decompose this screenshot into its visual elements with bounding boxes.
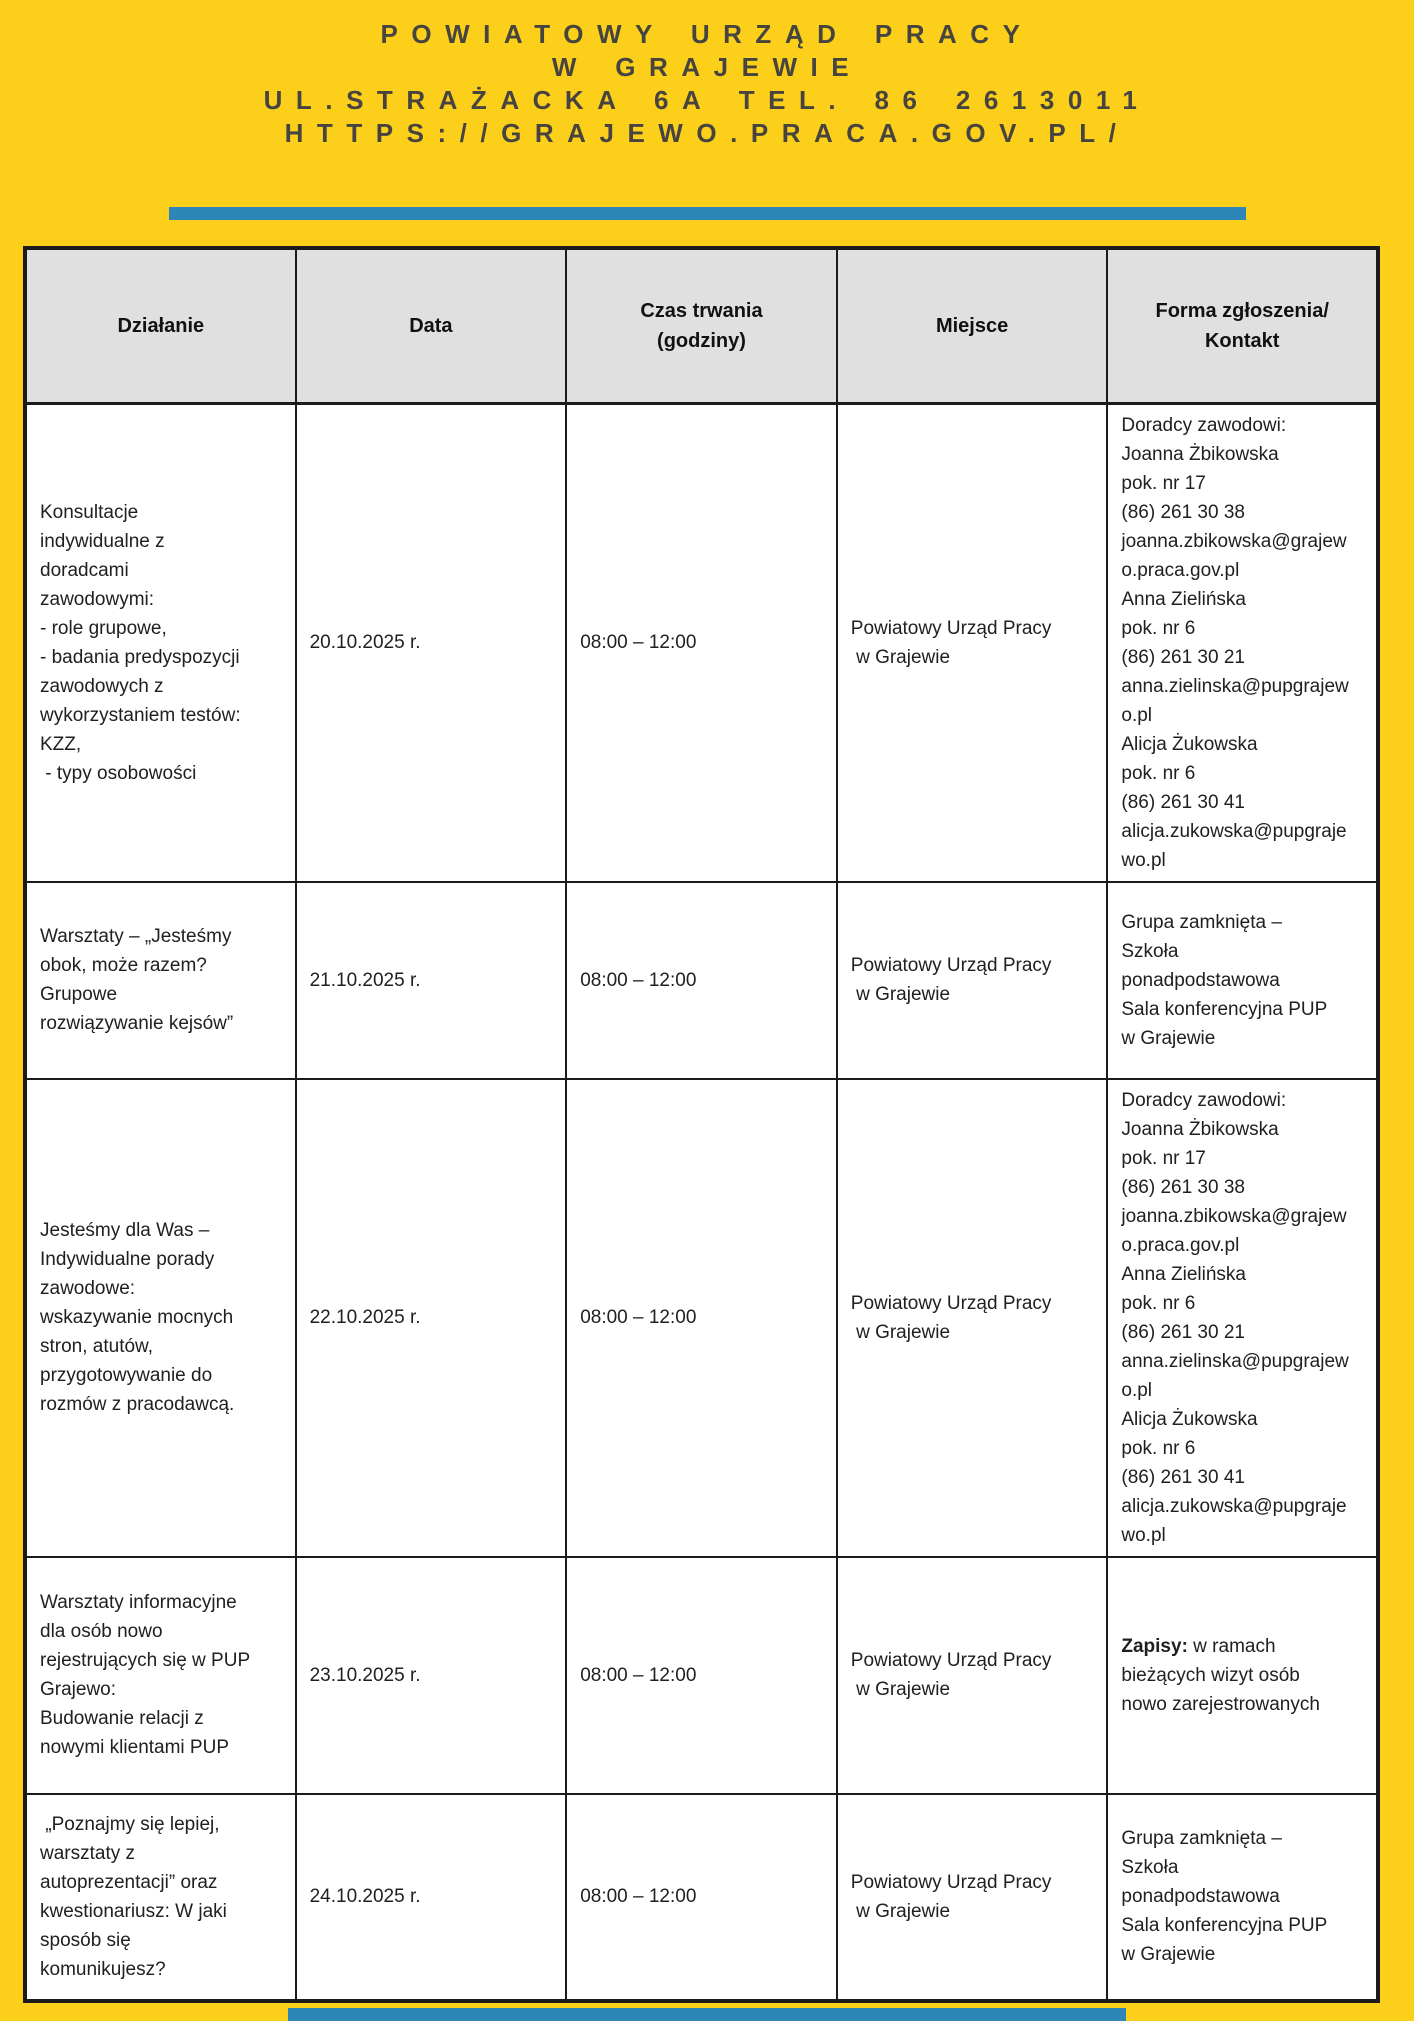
column-header-forma-zgloszenia: Forma zgłoszenia/ Kontakt bbox=[1106, 247, 1379, 405]
cell-kontakt: Doradcy zawodowi: Joanna Żbikowska pok. … bbox=[1106, 402, 1379, 883]
cell-dzialanie: „Poznajmy się lepiej, warsztaty z autopr… bbox=[24, 1792, 297, 2002]
page-header: POWIATOWY URZĄD PRACY W GRAJEWIE UL.STRA… bbox=[0, 0, 1414, 150]
top-accent-bar bbox=[168, 207, 1246, 220]
cell-data: 24.10.2025 r. bbox=[294, 1792, 568, 2002]
cell-czas: 08:00 – 12:00 bbox=[565, 880, 838, 1080]
column-header-dzialanie: Działanie bbox=[24, 247, 297, 405]
cell-miejsce: Powiatowy Urząd Pracy w Grajewie bbox=[835, 1792, 1109, 2002]
cell-czas: 08:00 – 12:00 bbox=[565, 402, 838, 883]
table-row: Jesteśmy dla Was – Indywidualne porady z… bbox=[24, 1077, 1379, 1558]
cell-miejsce: Powiatowy Urząd Pracy w Grajewie bbox=[835, 402, 1109, 883]
table-header-row: Działanie Data Czas trwania (godziny) Mi… bbox=[24, 247, 1379, 405]
cell-miejsce: Powiatowy Urząd Pracy w Grajewie bbox=[835, 1555, 1109, 1795]
kontakt-text: Grupa zamknięta – Szkoła ponadpodstawowa… bbox=[1121, 911, 1328, 1049]
cell-czas: 08:00 – 12:00 bbox=[565, 1792, 838, 2002]
header-line-org-name: POWIATOWY URZĄD PRACY bbox=[380, 19, 1034, 49]
cell-dzialanie: Warsztaty – „Jesteśmy obok, może razem? … bbox=[24, 880, 297, 1080]
cell-kontakt: Grupa zamknięta – Szkoła ponadpodstawowa… bbox=[1106, 1792, 1379, 2002]
cell-kontakt: Doradcy zawodowi: Joanna Żbikowska pok. … bbox=[1106, 1077, 1379, 1558]
table-row: Warsztaty – „Jesteśmy obok, może razem? … bbox=[24, 880, 1379, 1080]
header-line-city: W GRAJEWIE bbox=[551, 52, 863, 82]
kontakt-bold-label: Zapisy: bbox=[1121, 1635, 1188, 1657]
cell-dzialanie: Jesteśmy dla Was – Indywidualne porady z… bbox=[24, 1077, 297, 1558]
cell-kontakt: Grupa zamknięta – Szkoła ponadpodstawowa… bbox=[1106, 880, 1379, 1080]
cell-czas: 08:00 – 12:00 bbox=[565, 1077, 838, 1558]
kontakt-text: Doradcy zawodowi: Joanna Żbikowska pok. … bbox=[1121, 1089, 1349, 1546]
column-header-miejsce: Miejsce bbox=[835, 247, 1109, 405]
cell-data: 21.10.2025 r. bbox=[294, 880, 568, 1080]
cell-data: 23.10.2025 r. bbox=[294, 1555, 568, 1795]
kontakt-text: Grupa zamknięta – Szkoła ponadpodstawowa… bbox=[1121, 1828, 1328, 1965]
cell-kontakt: Zapisy: w ramach bieżących wizyt osób no… bbox=[1106, 1555, 1379, 1795]
cell-dzialanie: Warsztaty informacyjne dla osób nowo rej… bbox=[24, 1555, 297, 1795]
table-row: Konsultacje indywidualne z doradcami zaw… bbox=[24, 402, 1379, 883]
header-line-address-phone: UL.STRAŻACKA 6A TEL. 86 2613011 bbox=[263, 85, 1151, 115]
cell-czas: 08:00 – 12:00 bbox=[565, 1555, 838, 1795]
cell-data: 20.10.2025 r. bbox=[294, 402, 568, 883]
cell-data: 22.10.2025 r. bbox=[294, 1077, 568, 1558]
table-row: Warsztaty informacyjne dla osób nowo rej… bbox=[24, 1555, 1379, 1795]
table-row: „Poznajmy się lepiej, warsztaty z autopr… bbox=[24, 1792, 1379, 2002]
cell-miejsce: Powiatowy Urząd Pracy w Grajewie bbox=[835, 880, 1109, 1080]
column-header-czas-trwania: Czas trwania (godziny) bbox=[565, 247, 838, 405]
schedule-table: Działanie Data Czas trwania (godziny) Mi… bbox=[23, 246, 1380, 2003]
cell-dzialanie: Konsultacje indywidualne z doradcami zaw… bbox=[24, 402, 297, 883]
column-header-data: Data bbox=[294, 247, 568, 405]
header-line-website: HTTPS://GRAJEWO.PRACA.GOV.PL/ bbox=[284, 118, 1130, 148]
bottom-accent-bar bbox=[288, 2007, 1126, 2021]
cell-miejsce: Powiatowy Urząd Pracy w Grajewie bbox=[835, 1077, 1109, 1558]
kontakt-text: w ramach bieżących wizyt osób nowo zarej… bbox=[1121, 1635, 1320, 1715]
kontakt-text: Doradcy zawodowi: Joanna Żbikowska pok. … bbox=[1121, 414, 1349, 871]
